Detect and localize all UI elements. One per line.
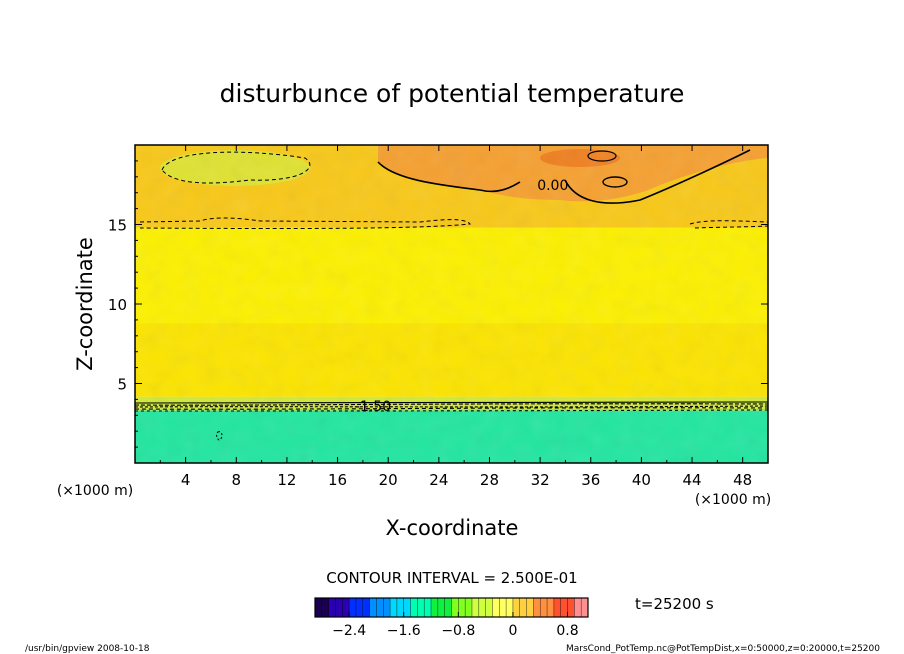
colorbar-cell [553,598,562,617]
colorbar-cell [396,598,405,617]
contour-bundle-3km [135,401,768,412]
colorbar-cell [567,598,575,617]
colorbar-cell [376,598,384,617]
colorbar-cell [526,598,534,617]
colorbar-cell [519,598,528,617]
colorbar-tick-label: 0 [508,623,517,639]
colorbar-cell [369,598,377,617]
colorbar-cell [328,598,336,617]
y-tick-label: 15 [108,217,127,235]
x-tick-label: 36 [581,471,600,489]
colorbar-cell [410,598,418,617]
footer-left: /usr/bin/gpview 2008-10-18 [25,644,150,654]
x-tick-label: 48 [733,471,752,489]
colorbar-frame [314,597,589,618]
x-tick-label: 8 [232,471,242,489]
contour-negative-15 [139,217,471,230]
y-tick-label: 5 [117,376,127,394]
colorbar-tick-label: −1.6 [387,623,421,639]
x-tick-label: 32 [531,471,550,489]
colorbar: −2.4 −1.6 −0.8 0 0.8 [314,597,589,639]
colorbar-cell [506,598,514,617]
colorbar-cell [362,598,371,617]
colorbar-cell [315,598,323,617]
colorbar-cell [424,598,432,617]
colorbar-cell [581,598,589,617]
x-tick-label: 4 [181,471,191,489]
contour-zero-loop-2 [587,150,617,162]
y-axis-label: Z-coordinate [73,237,97,371]
x-tick-label: 28 [480,471,499,489]
colorbar-cell [342,598,350,617]
colorbar-cell [540,598,548,617]
x-tick-label: 12 [277,471,296,489]
contour-negative-15-right [689,220,768,229]
y-axis: 5 10 15 [108,160,768,448]
colorbar-cell [335,598,343,617]
colorbar-cell [533,598,541,617]
colorbar-cell [478,598,487,617]
colorbar-cell [499,598,507,617]
colorbar-cell [390,598,398,617]
colorbar-cell [547,598,555,617]
colorbar-cell [349,598,357,617]
colorbar-cell [383,598,391,617]
colorbar-cell [471,598,480,617]
x-tick-label: 40 [632,471,651,489]
colorbar-cell [485,598,493,617]
y-tick-label: 10 [108,296,127,314]
colorbar-cell [403,598,412,617]
x-tick-label: 16 [328,471,347,489]
colorbar-cell [321,598,330,617]
colorbar-tick-label: −2.4 [332,623,366,639]
colorbar-cell [560,598,569,617]
contour-labels: 0.00 -1.50 [355,178,568,415]
colorbar-tick-label: 0.8 [556,623,578,639]
colorbar-cell [437,598,446,617]
time-label: t=25200 s [635,595,714,613]
contour-zero [377,149,751,204]
x-tick-label: 24 [429,471,448,489]
contour-zero-loop [602,176,628,188]
colorbar-cell [444,598,452,617]
colorbar-cell [574,598,582,617]
colorbar-cell [355,598,364,617]
colorbar-cell [512,598,521,617]
colorbar-cell [451,598,459,617]
colorbar-cell [417,598,425,617]
x-axis-label: X-coordinate [386,516,519,540]
colorbar-cell [458,598,466,617]
contour-negative-upper [161,151,311,184]
x-tick-label: 44 [682,471,701,489]
plot-area [135,145,768,463]
colorbar-tick-label: −0.8 [441,623,475,639]
chart-title: disturbunce of potential temperature [220,79,685,108]
footer-right: MarsCond_PotTemp.nc@PotTempDist,x=0:5000… [566,644,880,654]
x-axis: 4 8 12 16 20 24 28 32 36 40 44 48 [159,145,752,489]
x-unit-left: (×1000 m) [57,483,133,499]
contour-label: 0.00 [537,178,568,194]
colorbar-cell [431,598,439,617]
colorbar-cell [492,598,500,617]
x-unit-right: (×1000 m) [695,492,771,508]
colorbar-cell [465,598,473,617]
x-tick-label: 20 [379,471,398,489]
contour-label: -1.50 [355,399,391,415]
contour-interval: CONTOUR INTERVAL = 2.500E-01 [326,569,577,587]
